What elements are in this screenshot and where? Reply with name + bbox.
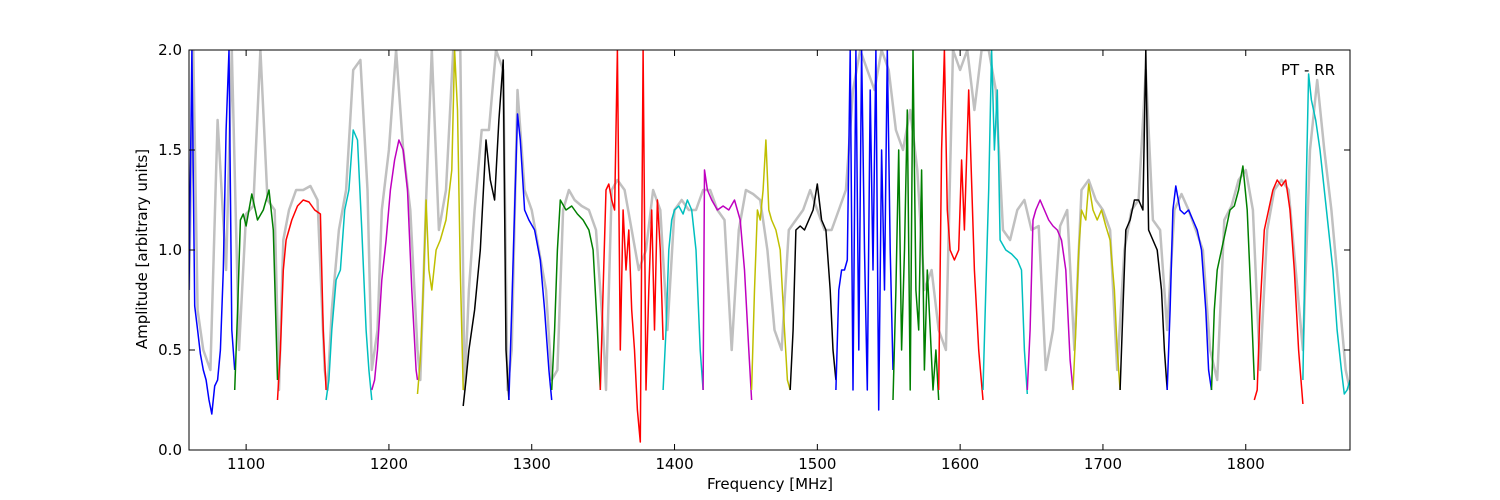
x-tick-label: 1400	[655, 455, 693, 473]
series-line-19	[1026, 199, 1074, 391]
x-tick-label: 1700	[1084, 455, 1122, 473]
y-tick-label: 1.0	[158, 241, 182, 259]
x-tick-label: 1200	[370, 455, 408, 473]
y-tick-label: 0.5	[158, 341, 182, 359]
series-line-4	[325, 129, 373, 401]
series-line-17	[937, 50, 984, 401]
series-line-25	[1302, 73, 1350, 395]
x-tick-label: 1600	[941, 455, 979, 473]
x-tick-label: 1800	[1227, 455, 1265, 473]
series-layer	[189, 50, 1350, 443]
series-line-2	[233, 189, 279, 391]
series-line-7	[462, 59, 510, 407]
series-line-23	[1210, 165, 1256, 391]
x-axis-title: Frequency [MHz]	[707, 475, 833, 493]
series-line-13	[750, 139, 791, 391]
series-line-5	[371, 139, 419, 391]
series-line-22	[1166, 185, 1213, 391]
series-line-24	[1253, 179, 1304, 405]
y-tick-label: 2.0	[158, 41, 182, 59]
y-tick-label: 0.0	[158, 441, 182, 459]
series-line-11	[662, 199, 704, 391]
x-axis: 1100 1200 1300 1400 1500 1600 1700 1800	[227, 50, 1265, 473]
series-line-21	[1119, 50, 1168, 391]
y-axis: 0.0 0.5 1.0 1.5 2.0	[158, 41, 1350, 459]
x-tick-label: 1300	[513, 455, 551, 473]
series-line-8	[508, 113, 553, 401]
series-line-10	[599, 50, 664, 443]
y-axis-title: Amplitude [arbitrary units]	[133, 149, 151, 349]
annotation-label: PT - RR	[1281, 61, 1335, 79]
series-line-16	[892, 50, 940, 401]
series-line-3	[276, 199, 327, 401]
series-line-14	[789, 183, 837, 391]
series-line-15	[835, 50, 894, 411]
series-line-12	[702, 169, 753, 401]
y-tick-label: 1.5	[158, 141, 182, 159]
x-tick-label: 1100	[227, 455, 265, 473]
series-line-20	[1072, 183, 1121, 391]
series-line-18	[982, 50, 1029, 395]
background-trace	[189, 50, 1350, 392]
series-line-9	[550, 199, 602, 391]
x-tick-label: 1500	[798, 455, 836, 473]
series-line-6	[416, 50, 464, 395]
series-line-1	[189, 50, 236, 415]
